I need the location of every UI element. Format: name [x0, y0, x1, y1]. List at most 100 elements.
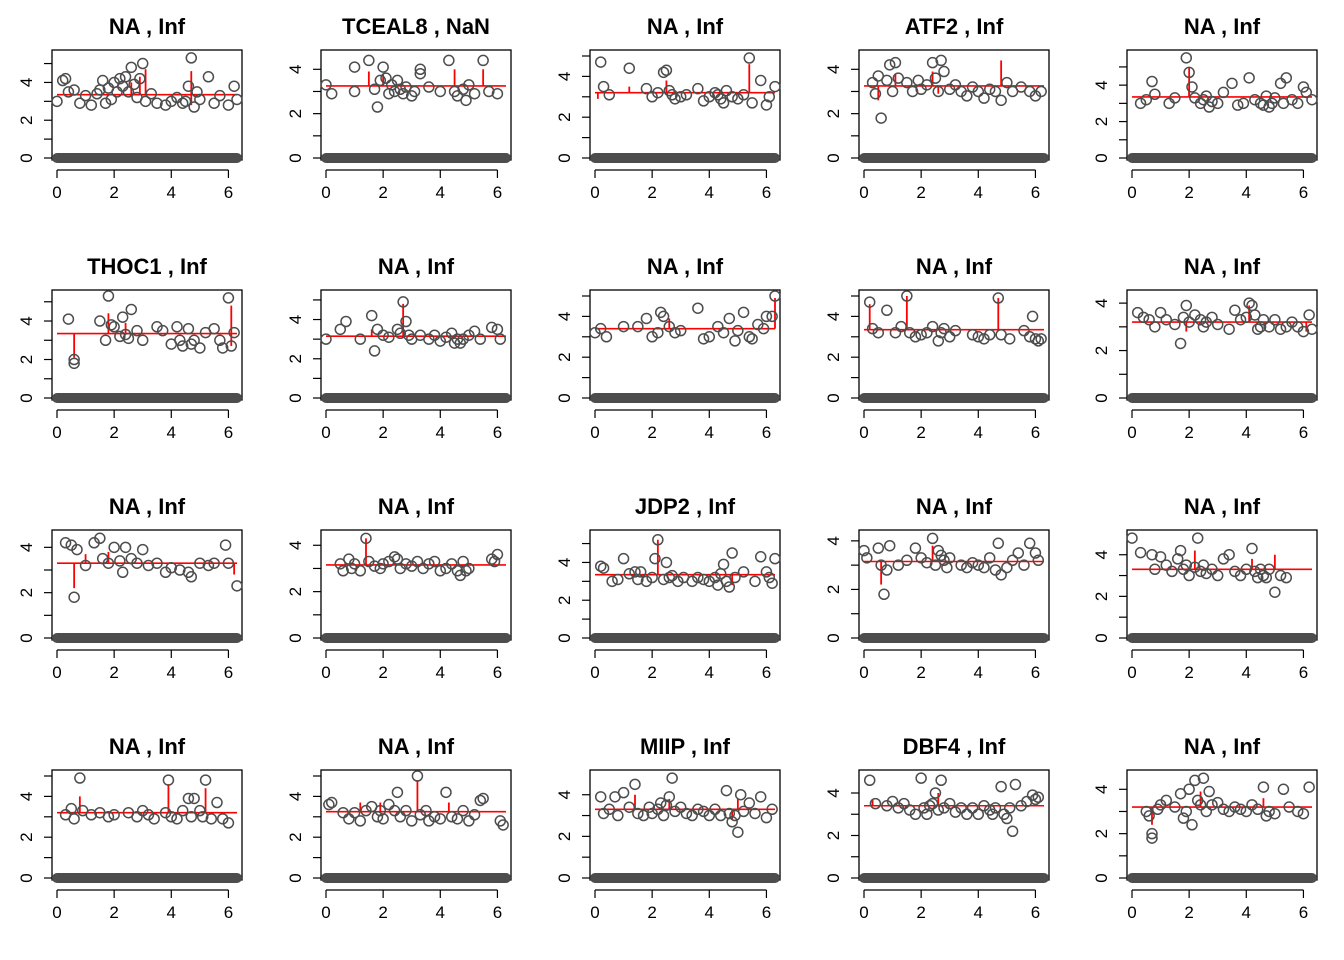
x-tick-label: 4: [1242, 423, 1251, 442]
y-tick-label: 4: [824, 788, 843, 797]
data-point: [646, 91, 658, 103]
data-point: [720, 784, 733, 797]
data-point: [995, 94, 1007, 107]
data-point: [320, 333, 332, 345]
data-point: [188, 334, 200, 347]
data-point: [895, 320, 907, 333]
data-point: [734, 788, 747, 801]
data-point: [99, 334, 112, 347]
data-point: [1303, 781, 1315, 793]
data-point: [769, 80, 781, 93]
data-point: [915, 772, 927, 784]
data-point: [597, 807, 610, 820]
data-point: [1146, 832, 1158, 844]
data-point: [603, 89, 616, 101]
x-tick-label: 2: [378, 663, 387, 682]
panel-title: NA , Inf: [109, 14, 186, 39]
data-point: [680, 807, 693, 820]
data-point: [1001, 561, 1013, 574]
y-tick-label: 4: [286, 541, 305, 550]
panel-title: MIIP , Inf: [640, 734, 731, 759]
data-point: [151, 97, 163, 109]
data-point: [732, 826, 744, 838]
data-point: [411, 770, 424, 782]
x-tick-label: 4: [1242, 903, 1251, 922]
data-point: [1234, 313, 1247, 326]
data-point: [737, 89, 750, 101]
x-tick-label: 6: [1031, 903, 1040, 922]
data-point: [714, 809, 727, 822]
data-point: [411, 555, 424, 568]
data-point: [114, 555, 126, 567]
y-tick-label: 0: [17, 153, 36, 162]
data-point: [1306, 93, 1318, 106]
data-point: [354, 815, 367, 827]
x-tick-label: 2: [378, 423, 387, 442]
x-tick-label: 6: [224, 183, 233, 202]
data-point: [995, 780, 1007, 793]
panel-5: NA , Inf 0 2 4 0 2 4 6: [1092, 14, 1318, 202]
panel-12: NA , Inf 0 2 4 0 2 4 6: [286, 494, 512, 682]
plot-frame: [589, 769, 781, 881]
data-point: [1229, 565, 1241, 578]
data-point: [1291, 805, 1304, 818]
data-point: [397, 296, 409, 308]
data-point: [371, 101, 384, 113]
data-point: [483, 85, 495, 98]
data-point: [122, 332, 135, 345]
data-point: [657, 809, 670, 822]
data-point: [654, 797, 667, 809]
data-point: [159, 99, 172, 111]
data-point: [440, 331, 452, 343]
data-point: [1029, 333, 1042, 345]
x-tick-label: 4: [1242, 663, 1251, 682]
data-point: [334, 323, 347, 336]
data-point: [1146, 827, 1158, 840]
data-point: [1263, 805, 1275, 818]
data-point: [1146, 75, 1158, 88]
data-point: [1023, 537, 1036, 550]
data-point: [337, 806, 349, 819]
data-point: [966, 329, 979, 341]
data-point: [669, 326, 681, 339]
data-point: [94, 532, 106, 545]
panel-title: TCEAL8 , NaN: [342, 14, 490, 39]
x-tick-label: 0: [321, 903, 330, 922]
data-point: [929, 559, 942, 571]
data-point: [228, 326, 240, 339]
data-point: [162, 774, 175, 786]
data-point: [1254, 321, 1267, 333]
data-point: [79, 559, 92, 572]
y-tick-label: 2: [17, 115, 36, 124]
x-tick-label: 4: [974, 663, 983, 682]
x-tick-label: 0: [590, 183, 599, 202]
panel-18: MIIP , Inf 0 2 4 0 2 4 6: [555, 734, 781, 922]
x-tick-label: 2: [916, 903, 925, 922]
y-tick-label: 4: [1092, 298, 1111, 307]
data-point: [652, 534, 664, 546]
data-point: [1140, 93, 1153, 106]
data-point: [1206, 95, 1218, 108]
data-point: [182, 322, 195, 335]
panel-title: NA , Inf: [378, 734, 455, 759]
data-point: [906, 85, 919, 98]
data-point: [388, 85, 401, 98]
plot-frame: [320, 769, 512, 881]
data-point: [617, 786, 630, 799]
x-tick-label: 0: [1127, 903, 1136, 922]
data-point: [434, 335, 447, 347]
data-point: [972, 85, 985, 98]
data-point: [909, 808, 922, 820]
data-point: [769, 290, 781, 302]
data-point: [737, 306, 750, 319]
data-point: [194, 342, 206, 354]
data-point: [222, 817, 235, 829]
data-point: [732, 324, 744, 337]
data-point: [343, 813, 355, 825]
panel-7: NA , Inf 0 2 4 0 2 4 6: [286, 254, 512, 442]
data-point: [726, 547, 738, 559]
data-point: [1243, 297, 1255, 309]
data-point: [1274, 323, 1287, 335]
data-point: [669, 93, 681, 105]
data-point: [371, 323, 384, 336]
